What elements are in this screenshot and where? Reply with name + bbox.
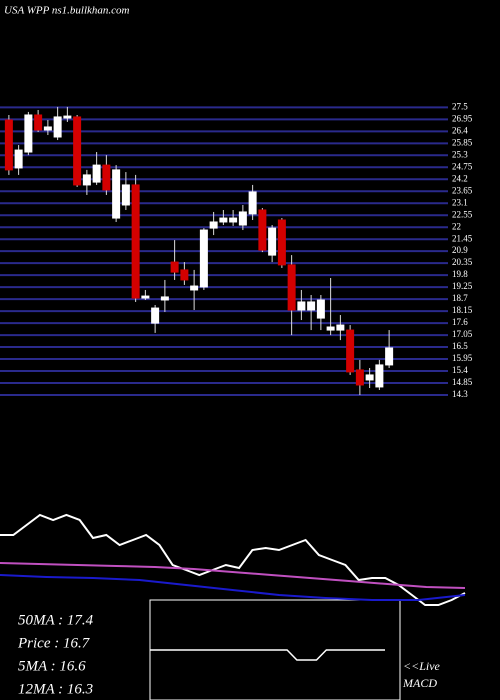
- candle-body: [365, 374, 374, 381]
- candle-body: [297, 301, 306, 311]
- candle-body: [355, 369, 364, 386]
- y-tick-label: 19.25: [452, 281, 473, 291]
- y-tick-label: 14.85: [452, 377, 473, 387]
- candle-body: [170, 261, 179, 273]
- y-tick-label: 17.6: [452, 317, 468, 327]
- candle-body: [121, 184, 130, 206]
- candle-body: [346, 329, 355, 373]
- candle-body: [385, 347, 394, 366]
- y-tick-label: 17.05: [452, 329, 473, 339]
- y-tick-label: 22: [452, 221, 461, 231]
- y-tick-label: 24.75: [452, 161, 473, 171]
- candle-body: [190, 285, 199, 291]
- macd-label: MACD: [402, 676, 437, 690]
- candle-body: [268, 227, 277, 256]
- y-tick-label: 23.1: [452, 197, 468, 207]
- candle-body: [14, 149, 23, 169]
- candle-body: [180, 269, 189, 281]
- live-label: <<Live: [403, 659, 441, 673]
- y-tick-label: 25.85: [452, 137, 473, 147]
- y-tick-label: 16.5: [452, 341, 468, 351]
- info-12ma: 12MA : 16.3: [18, 681, 93, 697]
- macd-line: [150, 649, 385, 661]
- y-tick-label: 20.35: [452, 257, 473, 267]
- y-tick-label: 19.8: [452, 269, 468, 279]
- y-tick-label: 18.7: [452, 293, 468, 303]
- indicator-line: [0, 562, 466, 589]
- y-tick-label: 14.3: [452, 389, 468, 399]
- info-price: Price : 16.7: [17, 635, 91, 651]
- y-tick-label: 25.3: [452, 149, 468, 159]
- candle-body: [307, 301, 316, 311]
- candle-body: [82, 174, 91, 186]
- y-tick-label: 24.2: [452, 173, 468, 183]
- info-50ma: 50MA : 17.4: [18, 612, 94, 628]
- candle-body: [151, 307, 160, 324]
- candle-body: [229, 217, 238, 223]
- candle-body: [326, 326, 335, 331]
- y-tick-label: 15.4: [452, 365, 468, 375]
- y-tick-label: 20.9: [452, 245, 468, 255]
- info-5ma: 5MA : 16.6: [18, 658, 86, 674]
- candle-body: [141, 295, 150, 299]
- candle-body: [160, 296, 169, 301]
- candle-body: [34, 114, 43, 131]
- candle-body: [238, 211, 247, 226]
- y-tick-label: 21.45: [452, 233, 473, 243]
- candle-body: [131, 184, 140, 299]
- indicator-line: [0, 513, 466, 606]
- y-tick-label: 18.15: [452, 305, 473, 315]
- y-tick-label: 26.4: [452, 125, 468, 135]
- candle-body: [316, 299, 325, 319]
- candle-body: [102, 164, 111, 191]
- candle-body: [375, 364, 384, 388]
- candle-body: [92, 164, 101, 183]
- candle-body: [63, 115, 72, 119]
- candle-body: [24, 114, 33, 153]
- y-tick-label: 27.5: [452, 101, 468, 111]
- candle-body: [287, 264, 296, 311]
- indicator-line: [0, 574, 466, 601]
- candle-body: [43, 126, 52, 131]
- y-tick-label: 22.55: [452, 209, 473, 219]
- candle-body: [199, 229, 208, 288]
- chart-title: USA WPP ns1.bullkhan.com: [4, 5, 130, 17]
- candle-body: [209, 221, 218, 229]
- y-tick-label: 23.65: [452, 185, 473, 195]
- y-tick-label: 26.95: [452, 113, 473, 123]
- candle-body: [73, 116, 82, 186]
- candle-body: [4, 119, 13, 171]
- candle-body: [53, 116, 62, 138]
- candle-body: [336, 324, 345, 331]
- candle-body: [112, 169, 121, 219]
- candle-body: [277, 219, 286, 266]
- y-tick-label: 15.95: [452, 353, 473, 363]
- candle-body: [248, 191, 257, 215]
- candle-body: [219, 217, 228, 223]
- candle-body: [258, 209, 267, 251]
